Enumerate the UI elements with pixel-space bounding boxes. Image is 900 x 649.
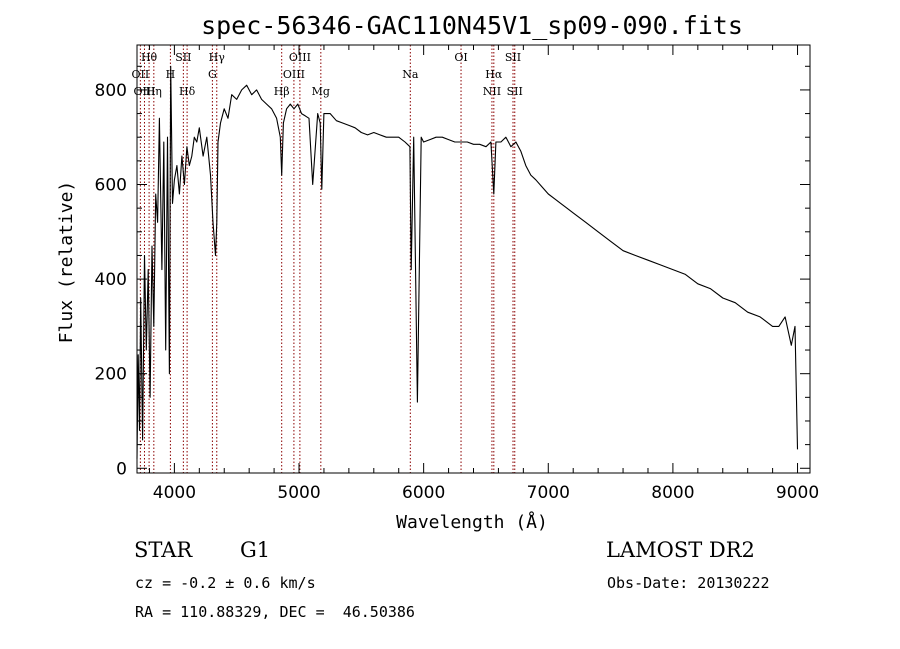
spectrum-line [136, 65, 799, 459]
line-marker-label: Hη [146, 85, 162, 98]
observation-date: Obs-Date: 20130222 [607, 574, 770, 592]
x-tick-label: 8000 [651, 483, 694, 503]
line-marker-label: OIII [289, 51, 311, 64]
object-subclass: G1 [240, 538, 271, 562]
y-tick-label: 0 [116, 459, 127, 479]
chart-title: spec-56346-GAC110N45V1_sp09-090.fits [201, 11, 743, 40]
object-class: STAR [134, 538, 193, 562]
spectral-line-markers [139, 45, 516, 473]
x-axis-ticks: 4000 5000 6000 7000 8000 9000 [148, 45, 819, 503]
x-tick-label: 5000 [277, 483, 320, 503]
line-marker-label: NII [483, 85, 501, 98]
redshift-velocity: cz = -0.2 ± 0.6 km/s [135, 574, 316, 592]
line-marker-label: Na [402, 68, 419, 81]
y-tick-label: 200 [95, 365, 127, 385]
y-tick-label: 800 [95, 81, 127, 101]
x-tick-label: 6000 [402, 483, 445, 503]
sky-coordinates: RA = 110.88329, DEC = 46.50386 [135, 603, 415, 621]
line-marker-label: SII [507, 85, 523, 98]
line-marker-label: SII [175, 51, 191, 64]
line-marker-label: OIII [133, 85, 155, 98]
plot-frame [136, 44, 811, 474]
line-marker-label: OII [132, 68, 150, 81]
line-marker-label: G [208, 68, 217, 81]
line-marker-label: Hγ [209, 51, 226, 64]
line-marker-label: Mg [312, 85, 330, 98]
y-tick-label: 600 [95, 176, 127, 196]
line-marker-label: OI [454, 51, 467, 64]
line-marker-label: OIII [283, 68, 305, 81]
line-marker-label: Hθ [141, 51, 158, 64]
survey-name: LAMOST DR2 [606, 538, 755, 562]
x-tick-label: 9000 [776, 483, 819, 503]
y-axis-ticks: 0 200 400 600 800 [95, 65, 810, 479]
line-marker-label: Hα [485, 68, 503, 81]
x-tick-label: 7000 [527, 483, 570, 503]
line-marker-label: Hβ [274, 85, 290, 98]
x-axis-label: Wavelength (Å) [396, 511, 548, 533]
y-axis-label: Flux (relative) [56, 181, 77, 344]
y-tick-label: 400 [95, 270, 127, 290]
x-tick-label: 4000 [153, 483, 196, 503]
line-marker-label: Hδ [179, 85, 196, 98]
line-marker-label: SII [505, 51, 521, 64]
